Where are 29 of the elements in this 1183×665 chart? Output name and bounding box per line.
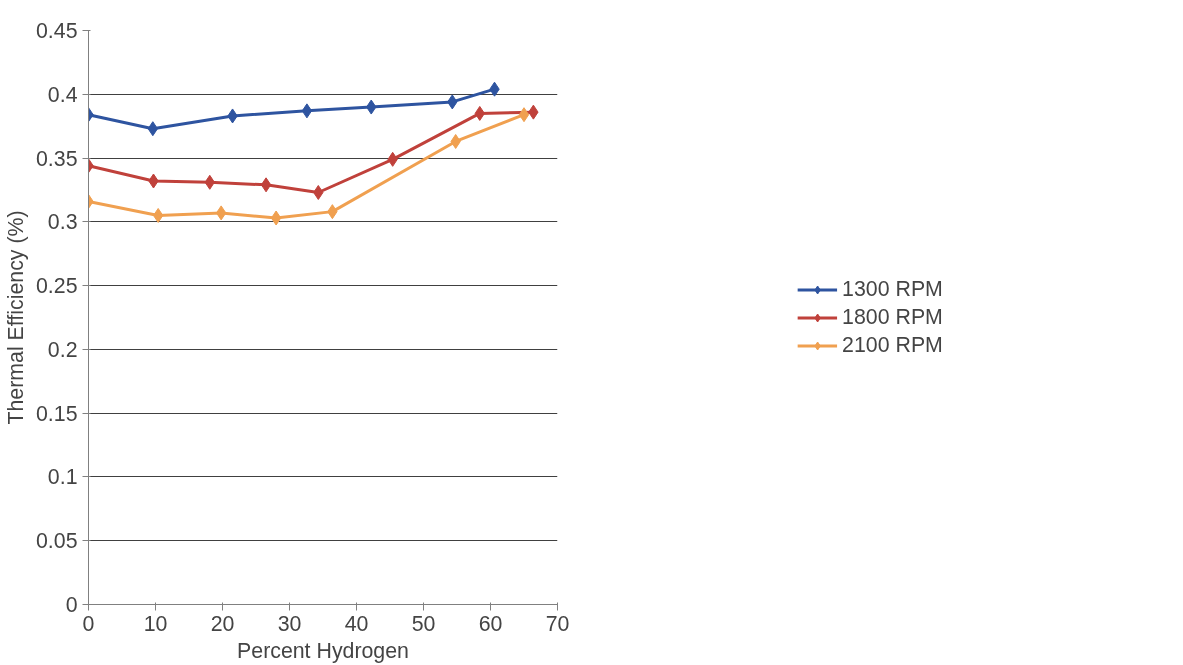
x-tick-label: 0 (82, 611, 95, 636)
y-tick-label: 0.15 (35, 401, 78, 426)
point (260, 177, 272, 193)
point (301, 103, 313, 119)
x-tick-label: 20 (210, 611, 235, 636)
x-tick-label: 70 (545, 611, 570, 636)
y-tick-label: 0.45 (35, 19, 78, 43)
y-tick-label: 0.05 (35, 529, 78, 554)
point (518, 107, 530, 123)
x-tick-label: 50 (411, 611, 436, 636)
x-axis-title: Percent Hydrogen (237, 638, 409, 663)
y-tick-label: 0.2 (47, 337, 78, 362)
x-tick-label: 40 (344, 611, 369, 636)
y-tick-label: 0 (65, 593, 78, 617)
legend-label: 1800 RPM (842, 304, 943, 330)
x-tick-label: 60 (478, 611, 503, 636)
legend-label: 1300 RPM (842, 276, 943, 302)
x-tick-label: 10 (143, 611, 168, 636)
y-axis-title: Thermal Efficiency (%) (3, 210, 28, 425)
y-tick-label: 0.1 (47, 465, 78, 490)
legend-label: 2100 RPM (842, 332, 943, 358)
point (270, 210, 282, 226)
y-tick-label: 0.3 (47, 210, 78, 235)
point (215, 205, 227, 221)
x-tick-label: 30 (277, 611, 302, 636)
point (313, 185, 324, 200)
y-tick-label: 0.25 (35, 274, 78, 299)
y-tick-label: 0.4 (47, 82, 78, 107)
y-tick-label: 0.35 (35, 146, 78, 171)
